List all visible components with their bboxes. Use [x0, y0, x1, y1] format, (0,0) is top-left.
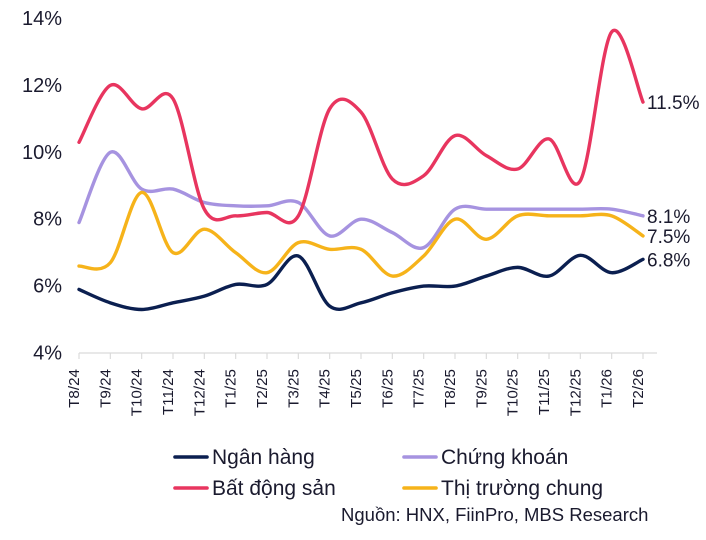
- svg-text:T8/24: T8/24: [66, 369, 83, 408]
- svg-text:6%: 6%: [33, 276, 62, 298]
- svg-text:Chứng khoán: Chứng khoán: [441, 446, 568, 469]
- svg-text:Thị trường chung: Thị trường chung: [441, 477, 603, 500]
- svg-text:T2/25: T2/25: [254, 369, 271, 408]
- svg-text:Ngân hàng: Ngân hàng: [212, 446, 315, 469]
- svg-text:T4/25: T4/25: [317, 369, 334, 408]
- svg-text:11.5%: 11.5%: [647, 93, 700, 114]
- svg-text:8%: 8%: [33, 209, 62, 231]
- svg-text:T11/25: T11/25: [536, 369, 553, 415]
- svg-text:T12/25: T12/25: [567, 369, 584, 416]
- svg-text:T1/26: T1/26: [599, 369, 616, 408]
- svg-text:T9/25: T9/25: [473, 369, 490, 408]
- svg-text:14%: 14%: [22, 8, 62, 30]
- svg-text:T5/25: T5/25: [348, 369, 365, 408]
- svg-text:10%: 10%: [22, 142, 62, 164]
- svg-text:Nguồn: HNX, FiinPro, MBS Resea: Nguồn: HNX, FiinPro, MBS Research: [341, 504, 648, 525]
- svg-text:T10/25: T10/25: [505, 369, 522, 416]
- svg-text:T1/25: T1/25: [223, 369, 240, 408]
- svg-text:T6/25: T6/25: [379, 369, 396, 408]
- svg-text:T7/25: T7/25: [411, 369, 428, 408]
- svg-text:Bất động sản: Bất động sản: [212, 477, 336, 500]
- svg-text:T12/24: T12/24: [191, 369, 208, 416]
- svg-text:4%: 4%: [33, 343, 62, 365]
- svg-text:6.8%: 6.8%: [647, 250, 690, 271]
- svg-text:T11/24: T11/24: [160, 369, 177, 415]
- svg-text:T2/26: T2/26: [630, 369, 647, 408]
- svg-text:T8/25: T8/25: [442, 369, 459, 408]
- svg-text:12%: 12%: [22, 75, 62, 97]
- svg-text:T10/24: T10/24: [129, 369, 146, 416]
- svg-text:8.1%: 8.1%: [647, 207, 690, 228]
- svg-text:7.5%: 7.5%: [647, 227, 690, 248]
- svg-text:T9/24: T9/24: [97, 369, 114, 408]
- svg-text:T3/25: T3/25: [285, 369, 302, 408]
